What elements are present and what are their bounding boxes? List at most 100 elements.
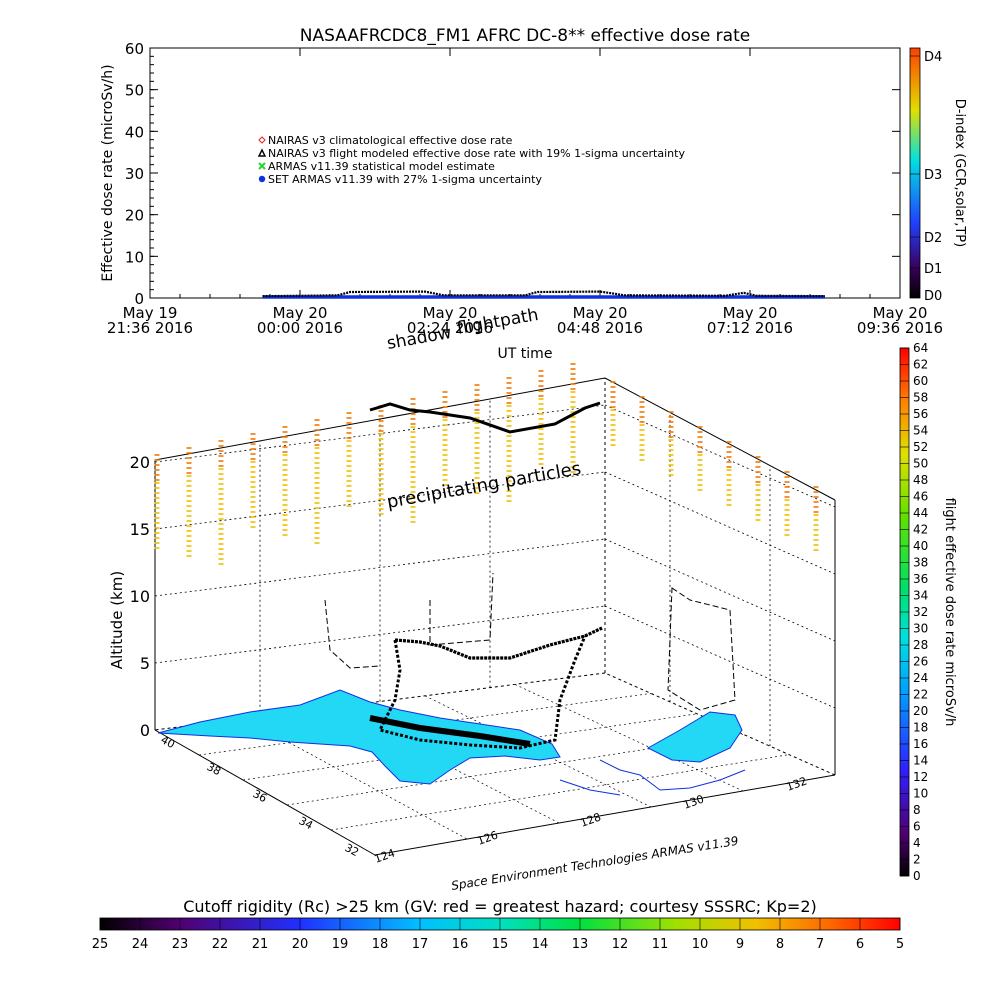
- legend-label: ARMAS v11.39 statistical model estimate: [268, 160, 495, 173]
- dose-column: [474, 384, 480, 411]
- dose-column: [218, 440, 224, 467]
- dose-column: [506, 377, 512, 404]
- rigidity-tick-label: 16: [452, 937, 469, 952]
- legend-marker-triangle: [257, 148, 267, 157]
- dose-column: [755, 484, 761, 521]
- dose-column: [442, 391, 448, 418]
- rigidity-tick-label: 22: [212, 937, 229, 952]
- dose-column: [154, 482, 160, 549]
- legend-marker-diamond: [258, 136, 266, 144]
- dose-column: [697, 454, 703, 491]
- dose-tick-label: 54: [913, 424, 928, 438]
- land-japan-shadow: [646, 711, 743, 763]
- dose-column: [186, 447, 192, 474]
- dindex-tick-label: D2: [924, 231, 942, 246]
- dose-tick-label: 64: [913, 341, 928, 355]
- y-tick-label: 60: [125, 40, 144, 58]
- box-line: [604, 471, 836, 575]
- z-tick-label: 0: [140, 721, 150, 740]
- dose-column: [755, 456, 761, 483]
- rigidity-tick-label: 10: [692, 937, 709, 952]
- dose-colorbar-label: flight effective dose rate microSv/h: [942, 498, 957, 727]
- dose-column: [538, 398, 544, 465]
- x-tick-label-date: May 20: [573, 304, 628, 322]
- box-line: [604, 377, 836, 501]
- rigidity-tick-label: 15: [492, 937, 509, 952]
- box-line: [286, 733, 744, 806]
- lon-tick-label: 126: [476, 828, 500, 847]
- y-tick-label: 30: [125, 165, 144, 183]
- dose-tick-label: 44: [913, 506, 928, 520]
- dose-tick-label: 18: [913, 721, 928, 735]
- dose-tick-label: 36: [913, 572, 928, 586]
- rigidity-tick-label: 13: [572, 937, 589, 952]
- x-tick-label-date: May 20: [873, 304, 928, 322]
- top-series: [262, 290, 826, 299]
- lat-tick-label: 40: [159, 733, 177, 751]
- lon-tick-label: 128: [579, 810, 603, 829]
- box-line: [514, 684, 744, 792]
- dose-tick-label: 26: [913, 655, 928, 669]
- rigidity-tick-label: 17: [412, 937, 429, 952]
- flight-cruise: [394, 626, 603, 660]
- dose-column: [610, 409, 616, 446]
- dindex-tick-label: D0: [924, 289, 942, 304]
- dose-column: [726, 441, 732, 468]
- dose-column: [250, 433, 256, 460]
- dose-column: [570, 391, 576, 473]
- box-line: [242, 713, 698, 781]
- legend-marker-circle: [258, 175, 266, 183]
- dose-column: [570, 363, 576, 390]
- y-tick-label: 50: [125, 82, 144, 100]
- dose-tick-label: 30: [913, 622, 928, 636]
- dose-column: [813, 486, 819, 513]
- dose-tick-label: 28: [913, 638, 928, 652]
- dose-column: [186, 475, 192, 557]
- top-legend: NAIRAS v3 climatological effective dose …: [257, 134, 685, 186]
- top-title: NASAAFRCDC8_FM1 AFRC DC-8** effective do…: [300, 26, 750, 46]
- dose-tick-label: 10: [913, 787, 928, 801]
- dindex-label: D-index (GCR,solar,TP): [952, 99, 967, 247]
- rigidity-title: Cutoff rigidity (Rc) >25 km (GV: red = g…: [183, 897, 817, 916]
- dose-tick-label: 4: [913, 836, 921, 850]
- land-korea-shadow: [157, 689, 561, 785]
- dose-column: [726, 469, 732, 506]
- y-tick-label: 20: [125, 207, 144, 225]
- dose-column: [346, 412, 352, 439]
- rigidity-tick-label: 23: [172, 937, 189, 952]
- legend-label: SET ARMAS v11.39 with 27% 1-sigma uncert…: [268, 173, 542, 186]
- rigidity-tick-label: 25: [92, 937, 109, 952]
- lat-tick-label: 34: [297, 814, 315, 832]
- legend-marker-cross: [258, 162, 266, 170]
- dose-tick-label: 8: [913, 803, 921, 817]
- x-tick-label-time: 02:24 2016: [407, 319, 493, 337]
- dose-column: [442, 419, 448, 486]
- dose-column: [250, 461, 256, 528]
- dose-column: [218, 468, 224, 565]
- flight-climb-descent: [377, 635, 587, 750]
- z-tick-label: 10: [130, 587, 150, 606]
- rigidity-tick-label: 7: [816, 937, 824, 952]
- box-line: [604, 538, 836, 642]
- dose-column: [410, 426, 416, 523]
- x-tick-label-time: 04:48 2016: [557, 319, 643, 337]
- dose-column: [346, 440, 352, 507]
- dose-column: [314, 419, 320, 446]
- lat-tick-label: 32: [343, 841, 361, 859]
- dose-tick-label: 34: [913, 589, 928, 603]
- z-tick-label: 20: [130, 453, 150, 472]
- lon-tick-label: 132: [785, 774, 809, 793]
- dose-curtains: [154, 363, 819, 565]
- rigidity-tick-label: 9: [736, 937, 744, 952]
- dose-tick-label: 6: [913, 820, 921, 834]
- dose-tick-label: 16: [913, 737, 928, 751]
- dose-tick-label: 20: [913, 704, 928, 718]
- dose-colorbar-ticks: 0246810121416182022242628303234363840424…: [900, 341, 928, 883]
- rigidity-tick-label: 6: [856, 937, 864, 952]
- rigidity-tick-label: 11: [652, 937, 669, 952]
- dose-tick-label: 0: [913, 869, 921, 883]
- lon-tick-label: 124: [373, 846, 397, 865]
- coastline: [559, 759, 746, 796]
